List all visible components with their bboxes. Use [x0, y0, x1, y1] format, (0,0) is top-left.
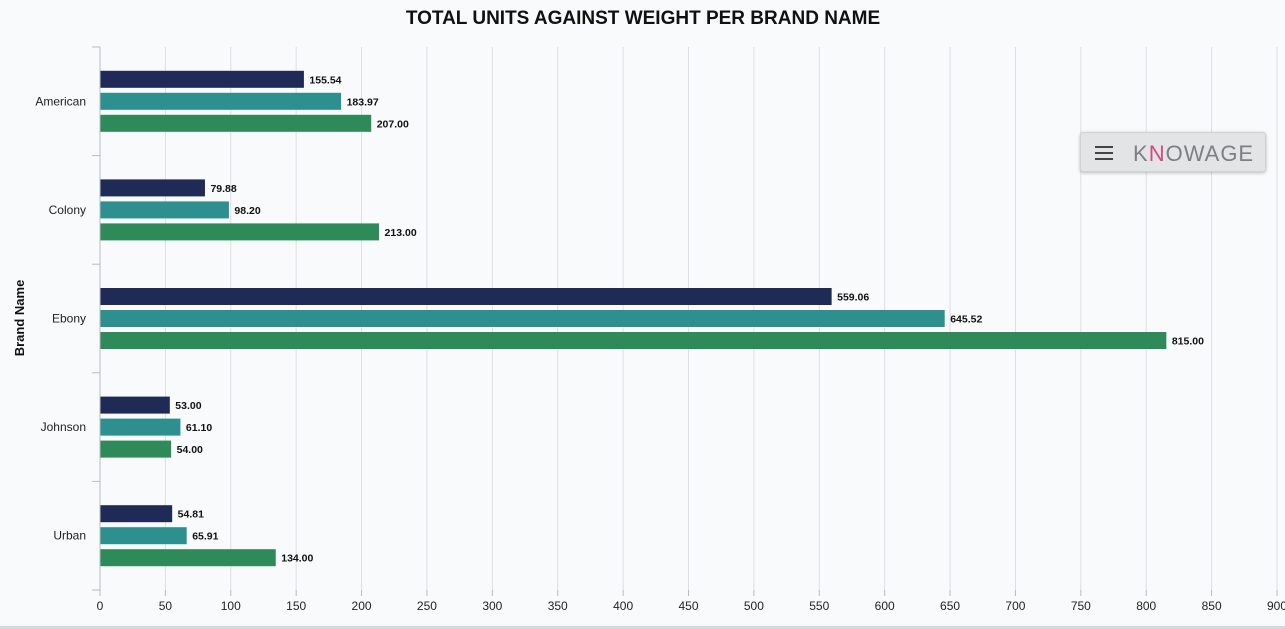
bar — [100, 440, 172, 458]
category-label: Johnson — [41, 420, 86, 434]
chart-title: TOTAL UNITS AGAINST WEIGHT PER BRAND NAM… — [406, 8, 880, 29]
knowage-logo: KNOWAGE — [1133, 141, 1255, 166]
bar — [100, 288, 832, 305]
x-tick-label: 400 — [613, 599, 633, 613]
x-tick-label: 100 — [221, 599, 241, 613]
data-label: 98.20 — [234, 205, 260, 217]
x-tick-label: 550 — [809, 599, 829, 613]
data-label: 61.10 — [186, 422, 212, 434]
data-label: 79.88 — [210, 183, 236, 195]
bar — [100, 332, 1167, 349]
data-label: 645.52 — [950, 314, 982, 326]
x-tick-label: 0 — [97, 599, 104, 613]
bar — [100, 201, 229, 219]
bar — [100, 114, 372, 132]
x-tick-label: 300 — [482, 599, 502, 613]
x-tick-label: 250 — [417, 599, 437, 613]
hamburger-menu-icon[interactable] — [1095, 146, 1113, 160]
x-tick-label: 450 — [678, 599, 698, 613]
bar — [100, 223, 380, 241]
bars — [100, 70, 1167, 567]
bar — [100, 179, 205, 197]
bar — [100, 92, 342, 110]
data-label: 207.00 — [377, 118, 409, 130]
data-label: 134.00 — [281, 553, 313, 565]
x-tick-label: 50 — [159, 599, 173, 613]
x-tick-label: 800 — [1136, 599, 1156, 613]
bar — [100, 70, 304, 88]
category-label: Urban — [53, 529, 86, 543]
x-tick-label: 850 — [1202, 599, 1222, 613]
data-labels: 155.54 183.97 207.00 79.88 98.20 213.00 559.06… — [175, 74, 1204, 564]
category-label: Colony — [49, 203, 86, 217]
data-label: 54.81 — [178, 509, 204, 521]
data-label: 54.00 — [177, 444, 203, 456]
axes: 0 50 100 150 200 250 300 350 400 450 500 550 600 650 7… — [35, 46, 1285, 613]
chart-menu-box: KNOWAGE — [1080, 132, 1266, 172]
bar — [100, 310, 945, 327]
bar — [100, 418, 181, 436]
data-label: 53.00 — [175, 400, 201, 412]
data-label: 65.91 — [192, 531, 218, 543]
data-label: 559.06 — [837, 292, 869, 304]
bar — [100, 505, 173, 523]
data-label: 155.54 — [309, 74, 341, 86]
category-label: Ebony — [52, 312, 86, 326]
y-axis-title: Brand Name — [12, 280, 27, 357]
bar — [100, 527, 187, 545]
category-label: American — [35, 94, 86, 108]
x-tick-label: 350 — [548, 599, 568, 613]
x-tick-label: 500 — [744, 599, 764, 613]
grid — [164, 47, 1278, 590]
x-tick-label: 650 — [940, 599, 960, 613]
bottom-divider — [0, 626, 1285, 629]
x-tick-label: 700 — [1005, 599, 1025, 613]
x-tick-label: 900 — [1267, 599, 1285, 613]
data-label: 815.00 — [1172, 336, 1204, 348]
x-tick-label: 600 — [875, 599, 895, 613]
x-tick-label: 150 — [286, 599, 306, 613]
x-tick-label: 200 — [352, 599, 372, 613]
data-label: 213.00 — [385, 227, 417, 239]
data-label: 183.97 — [347, 96, 379, 108]
bar — [100, 396, 170, 414]
x-tick-label: 750 — [1071, 599, 1091, 613]
bar — [100, 549, 276, 567]
